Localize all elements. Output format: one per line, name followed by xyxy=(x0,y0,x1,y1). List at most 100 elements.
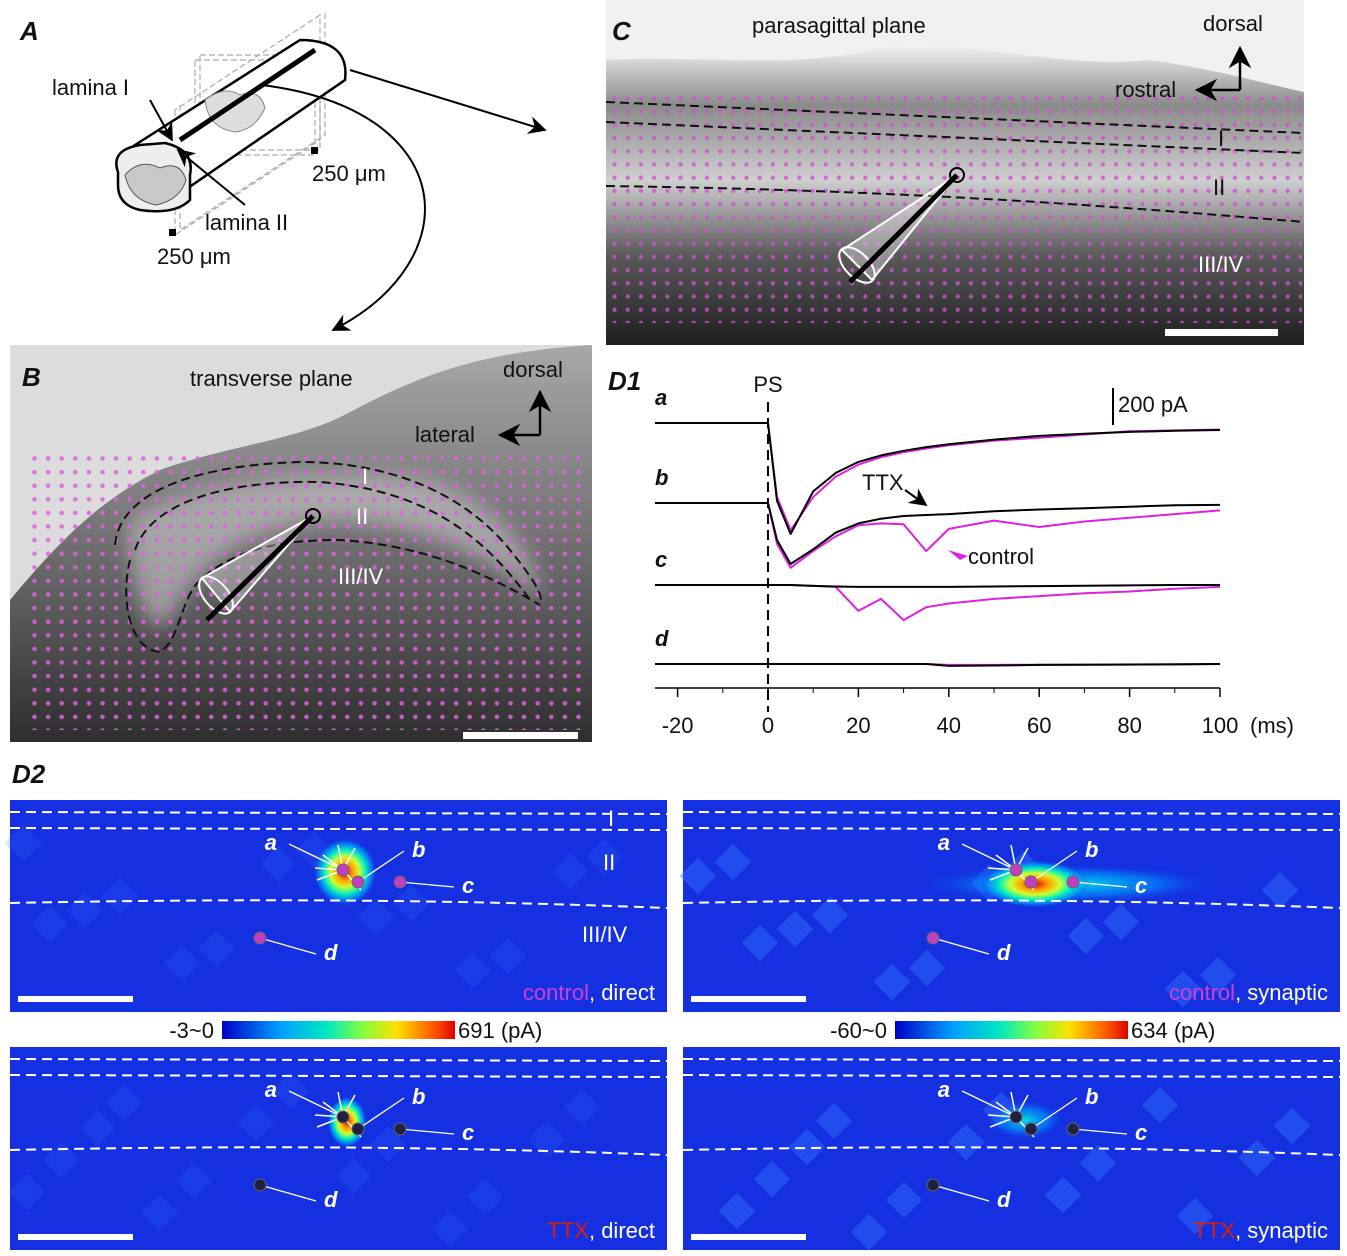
panel-d2: D2 abcdIIIIII/IVcontrol, directabcdcontr… xyxy=(5,759,1340,1250)
panel-c: C parasagittal plane dorsal rostral I II… xyxy=(606,0,1304,345)
panel-b: B transverse plane dorsal lateral I II I… xyxy=(10,345,592,742)
site-label: d xyxy=(324,940,338,965)
condition: control xyxy=(1169,980,1235,1005)
stim-site xyxy=(352,1123,364,1135)
annotation-arrow xyxy=(905,490,926,505)
scale-label: 200 pA xyxy=(1118,392,1188,417)
x-tick-label: 40 xyxy=(937,713,961,738)
stim-site xyxy=(337,864,349,876)
layer-label: I xyxy=(1218,126,1224,151)
scale-bar xyxy=(463,732,578,739)
direction-label: rostral xyxy=(1115,77,1176,102)
site-label: a xyxy=(938,830,950,855)
stim-site xyxy=(1067,1123,1079,1135)
stim-site xyxy=(337,1111,349,1123)
colorbar-min: -60~0 xyxy=(830,1018,887,1043)
scale-label: 250 μm xyxy=(312,161,386,186)
heatmap-panel: abcdTTX, direct xyxy=(9,1047,667,1250)
trace xyxy=(655,585,1220,587)
layer-label: II xyxy=(1213,175,1225,200)
site-label: b xyxy=(1085,837,1098,862)
panel-label: D1 xyxy=(608,366,641,396)
layer-label: III/IV xyxy=(1198,252,1244,277)
stim-site xyxy=(394,1123,406,1135)
annotation: lamina II xyxy=(205,210,288,235)
stim-site xyxy=(254,932,266,944)
panel-title: parasagittal plane xyxy=(752,13,926,38)
condition-label: control, direct xyxy=(523,980,655,1005)
stim-site xyxy=(1010,864,1022,876)
trace xyxy=(655,503,1220,564)
panel-label: C xyxy=(612,16,632,46)
trace-label: d xyxy=(655,626,669,651)
colorbar-min: -3~0 xyxy=(169,1018,214,1043)
panel-label: B xyxy=(22,362,41,392)
panel-label: D2 xyxy=(12,759,46,789)
stim-site xyxy=(927,1179,939,1191)
trace-label: a xyxy=(655,385,667,410)
site-label: b xyxy=(412,837,425,862)
trace xyxy=(655,503,1220,568)
panel-title: transverse plane xyxy=(190,366,353,391)
colorbar xyxy=(895,1021,1128,1039)
stim-site xyxy=(1010,1111,1022,1123)
condition: control xyxy=(523,980,589,1005)
scale-bar xyxy=(18,996,133,1002)
response-blob xyxy=(985,1100,1065,1140)
scale-bar xyxy=(18,1234,133,1240)
panel-label: A xyxy=(19,16,39,46)
x-tick-label: 0 xyxy=(762,713,774,738)
condition-label: control, synaptic xyxy=(1169,980,1328,1005)
trace xyxy=(655,664,1220,666)
colorbar-max: 634 (pA) xyxy=(1131,1018,1215,1043)
direction-label: lateral xyxy=(415,422,475,447)
layer-label: I xyxy=(362,464,368,489)
stim-site xyxy=(1025,1123,1037,1135)
annotation-arrow xyxy=(948,550,968,560)
site-label: a xyxy=(265,1077,277,1102)
layer-label: III/IV xyxy=(338,564,384,589)
mode: , direct xyxy=(589,980,655,1005)
condition-label: TTX, direct xyxy=(547,1218,655,1243)
x-tick-label: 60 xyxy=(1027,713,1051,738)
condition-label: TTX, synaptic xyxy=(1194,1218,1329,1243)
mode: , direct xyxy=(589,1218,655,1243)
trace-label: c xyxy=(655,547,667,572)
site-label: d xyxy=(997,1187,1011,1212)
site-label: c xyxy=(1135,1120,1147,1145)
direction-label: dorsal xyxy=(1203,11,1263,36)
layer-label: II xyxy=(603,850,615,875)
heatmap-panel: abcdIIIIII/IVcontrol, direct xyxy=(5,800,667,1012)
scale-bar xyxy=(691,1234,806,1240)
figure: A lamina I lamina II 250 μm 250 μm B tra… xyxy=(0,0,1347,1256)
trace-label: b xyxy=(655,465,668,490)
layer-label: I xyxy=(608,806,614,831)
layer-label: II xyxy=(356,504,368,529)
site-label: c xyxy=(1135,873,1147,898)
site-label: c xyxy=(462,1120,474,1145)
stimulus-grid xyxy=(30,454,586,730)
scale-bar xyxy=(691,996,806,1002)
annotation: lamina I xyxy=(52,75,129,100)
scale-bar xyxy=(1165,329,1278,336)
condition: TTX xyxy=(1194,1218,1236,1243)
site-label: c xyxy=(462,873,474,898)
stim-site xyxy=(394,876,406,888)
mode: , synaptic xyxy=(1235,980,1328,1005)
stim-site xyxy=(1067,876,1079,888)
scale-label: 250 μm xyxy=(157,244,231,269)
stimulus-label: PS xyxy=(753,372,782,397)
trace xyxy=(655,585,1220,620)
mode: , synaptic xyxy=(1235,1218,1328,1243)
site-label: d xyxy=(324,1187,338,1212)
x-tick-label: 100 xyxy=(1202,713,1239,738)
x-unit: (ms) xyxy=(1250,713,1294,738)
condition: TTX xyxy=(547,1218,589,1243)
x-tick-label: 20 xyxy=(846,713,870,738)
annotation: control xyxy=(968,544,1034,569)
colorbar-max: 691 (pA) xyxy=(458,1018,542,1043)
panel-a: A lamina I lamina II 250 μm 250 μm xyxy=(19,10,545,330)
annotation: TTX xyxy=(862,470,904,495)
